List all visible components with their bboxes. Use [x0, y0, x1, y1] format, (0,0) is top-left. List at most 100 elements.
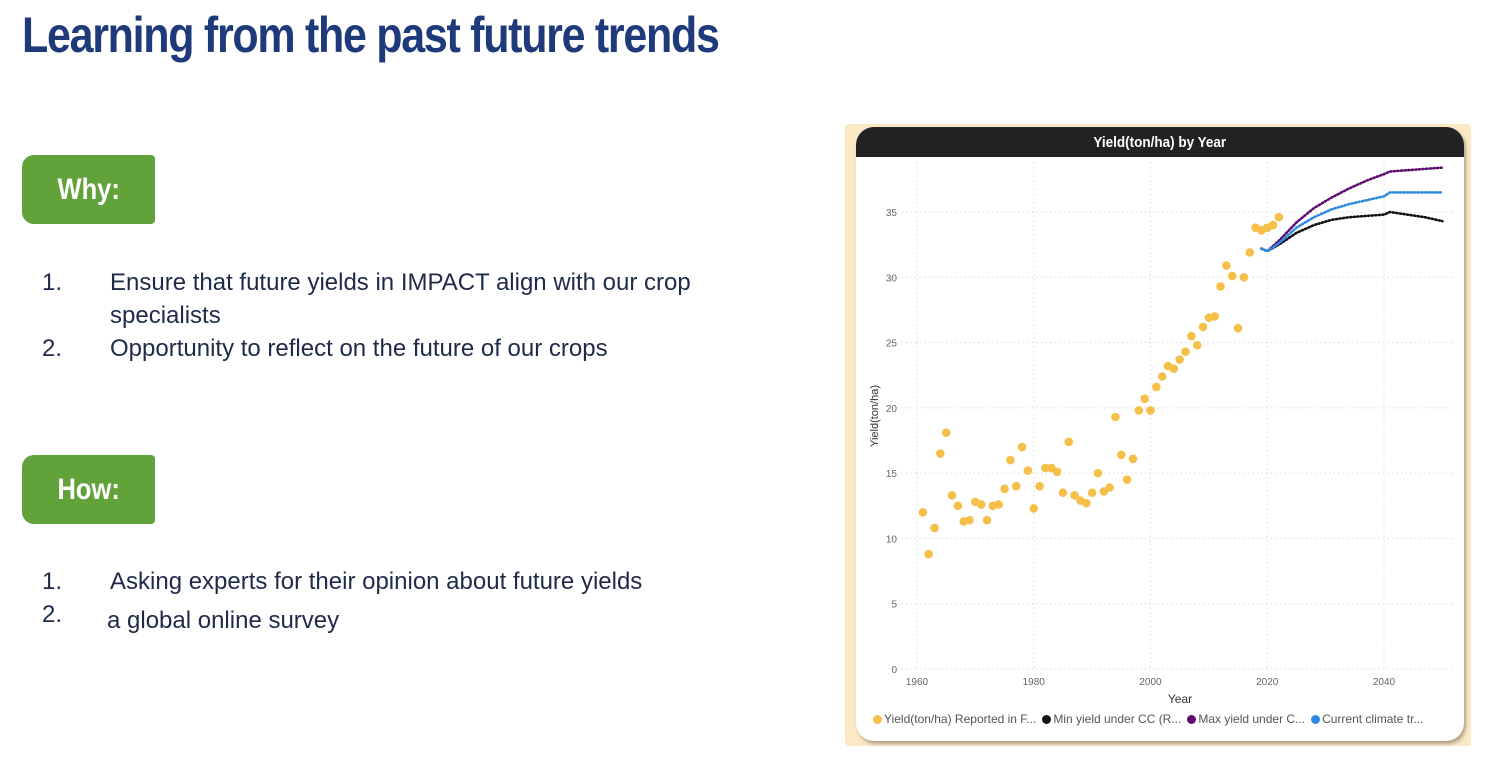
y-axis-label: Yield(ton/ha) [869, 385, 881, 447]
data-point [1017, 442, 1027, 452]
data-point [1192, 340, 1202, 350]
legend-label: Min yield under CC (R... [1053, 712, 1182, 726]
list-item: 2. a global online survey [42, 601, 672, 637]
legend-item[interactable]: Max yield under C... [1187, 712, 1305, 726]
why-label: Why: [22, 155, 155, 224]
data-point [1175, 355, 1184, 364]
data-point [1081, 498, 1091, 508]
x-tick-label: 2000 [1139, 677, 1162, 688]
x-axis-label: Year [1168, 692, 1192, 706]
list-number: 1. [42, 269, 63, 296]
list-text: Opportunity to reflect on the future of … [110, 335, 608, 362]
data-point [1187, 331, 1196, 341]
legend-label: Yield(ton/ha) Reported in F... [884, 712, 1037, 726]
y-tick-label: 20 [886, 404, 898, 415]
data-point [1210, 312, 1220, 321]
x-tick-label: 2020 [1256, 677, 1279, 688]
data-point [1274, 212, 1284, 222]
data-point [1093, 468, 1103, 478]
y-tick-label: 30 [886, 273, 898, 284]
data-point [924, 549, 933, 559]
data-point [1000, 484, 1009, 494]
data-point [1105, 483, 1114, 492]
data-point [1222, 261, 1231, 270]
data-point [1268, 220, 1278, 230]
data-point [976, 500, 986, 509]
data-point [1023, 466, 1033, 475]
why-list: 1. Ensure that future yields in IMPACT a… [42, 266, 722, 365]
data-point [1146, 406, 1155, 415]
data-point [1122, 475, 1132, 484]
legend-label: Current climate tr... [1322, 712, 1424, 726]
series-line [1260, 191, 1444, 253]
data-point [1233, 323, 1243, 333]
data-point [1087, 488, 1097, 498]
data-point [982, 515, 992, 525]
x-tick-label: 2040 [1373, 677, 1396, 688]
data-point [918, 508, 928, 517]
data-point [1006, 455, 1015, 465]
data-point [1152, 382, 1161, 392]
how-label: How: [22, 455, 155, 524]
why-label-text: Why: [57, 172, 120, 206]
legend-item[interactable]: Yield(ton/ha) Reported in F... [873, 712, 1036, 726]
x-tick-label: 1960 [906, 677, 929, 688]
data-point [1128, 454, 1138, 464]
data-point [1157, 372, 1167, 381]
chart-legend: Yield(ton/ha) Reported in F... Min yield … [873, 712, 1423, 726]
data-point [1227, 271, 1237, 281]
legend-dot-icon [873, 714, 882, 724]
data-point [947, 491, 957, 500]
data-point [1140, 394, 1149, 404]
y-tick-label: 0 [891, 665, 897, 676]
list-item: 2. Opportunity to reflect on the future … [42, 332, 722, 365]
data-point [953, 501, 963, 511]
data-point [1052, 467, 1062, 477]
data-point [1070, 491, 1079, 500]
legend-item[interactable]: Current climate tr... [1311, 712, 1423, 726]
list-number: 2. [42, 335, 63, 362]
data-point [1064, 437, 1074, 447]
legend-dot-icon [1187, 714, 1197, 724]
y-tick-label: 25 [886, 339, 898, 350]
y-tick-label: 5 [891, 600, 897, 611]
chart-title-text: Yield(ton/ha) by Year [1093, 134, 1227, 151]
y-tick-label: 15 [886, 469, 898, 480]
y-tick-label: 10 [886, 534, 898, 545]
list-text: Asking experts for their opinion about f… [110, 568, 643, 595]
data-point [1117, 450, 1126, 460]
data-point [1169, 364, 1179, 373]
list-number: 1. [42, 568, 63, 595]
chart-title: Yield(ton/ha) by Year [856, 127, 1464, 157]
data-point [1058, 488, 1068, 498]
data-point [994, 500, 1004, 509]
data-point [1239, 272, 1249, 282]
data-point [1134, 406, 1144, 415]
data-point [1035, 481, 1044, 491]
data-point [1181, 347, 1190, 357]
list-text: Ensure that future yields in IMPACT alig… [110, 269, 691, 329]
chart-card: Yield(ton/ha) by Year [856, 127, 1464, 741]
legend-dot-icon [1311, 714, 1321, 724]
slide-title: Learning from the past future trends [22, 7, 720, 63]
data-point [1111, 412, 1120, 422]
data-point [936, 449, 945, 458]
how-list: 1. Asking experts for their opinion abou… [42, 565, 672, 637]
data-point [930, 523, 939, 533]
legend-item[interactable]: Min yield under CC (R... [1042, 712, 1181, 726]
how-label-text: How: [57, 472, 120, 506]
legend-dot-icon [1042, 714, 1052, 724]
data-point [941, 428, 951, 437]
list-text: a global online survey [107, 607, 340, 634]
x-tick-label: 1980 [1023, 677, 1046, 688]
legend-label: Max yield under C... [1198, 712, 1306, 726]
data-point [1011, 481, 1021, 491]
data-point [1245, 248, 1255, 257]
data-point [965, 515, 974, 525]
y-tick-label: 35 [886, 208, 898, 219]
data-point [1198, 322, 1208, 332]
data-point [1029, 504, 1039, 513]
data-point [1216, 282, 1225, 291]
list-number: 2. [42, 601, 63, 628]
